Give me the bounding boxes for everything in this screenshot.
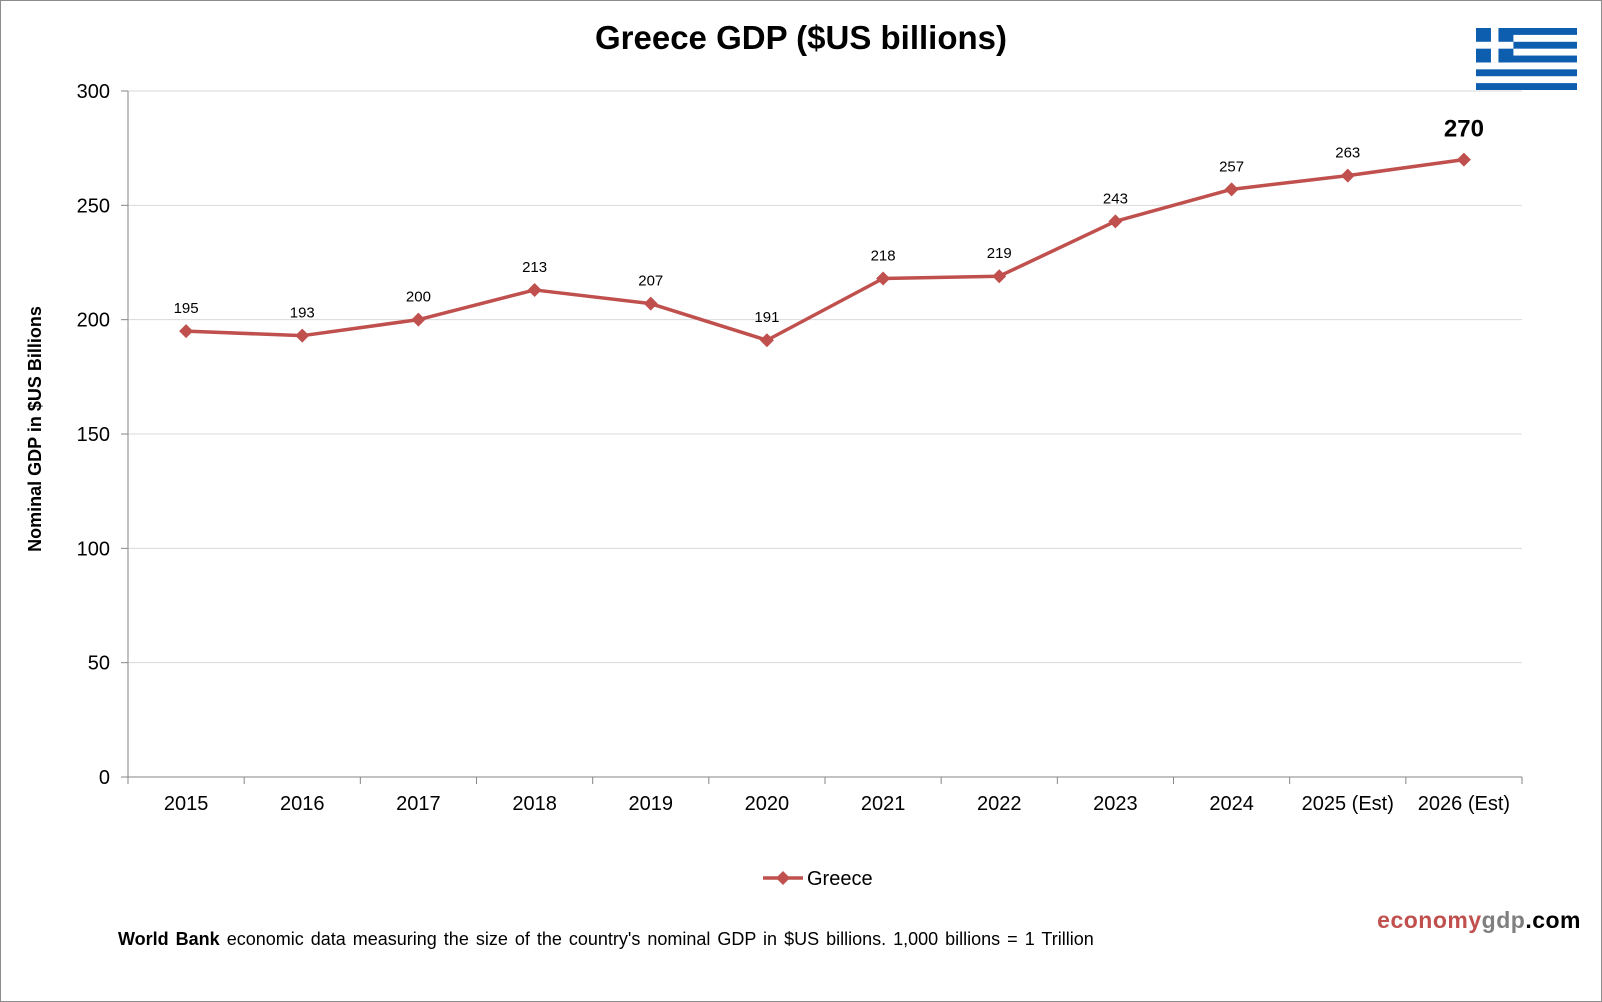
data-point (876, 271, 891, 286)
data-point (411, 312, 426, 327)
data-point (1340, 168, 1355, 183)
y-tick-label: 50 (88, 653, 110, 675)
data-label: 218 (871, 248, 896, 265)
brand-part-gdp: gdp (1481, 907, 1526, 933)
brand-part-economy: economy (1377, 907, 1482, 933)
chart-title: Greece GDP ($US billions) (595, 19, 1007, 56)
brand-logo: economygdp.com (1377, 907, 1581, 934)
data-label: 243 (1103, 190, 1128, 207)
data-label: 207 (638, 273, 663, 290)
data-point (527, 282, 542, 297)
y-tick-label: 200 (77, 310, 110, 332)
y-tick-label: 150 (77, 424, 110, 446)
data-label: 257 (1219, 158, 1244, 175)
data-point (643, 296, 658, 311)
data-point (295, 328, 310, 343)
x-tick-label: 2023 (1093, 793, 1138, 815)
series-greece: 195 193 200 213 207 191 218 219 243 257 263 270 (174, 116, 1484, 348)
legend: Greece (763, 868, 873, 890)
data-point (179, 324, 194, 339)
data-label: 193 (290, 305, 315, 322)
x-tick-label: 2016 (280, 793, 325, 815)
x-tick-label: 2022 (977, 793, 1022, 815)
footer-note-source: World Bank (118, 929, 220, 949)
x-tick-label: 2018 (512, 793, 557, 815)
footer-note-text: economic data measuring the size of the … (219, 929, 1094, 949)
x-tick-label: 2019 (629, 793, 674, 815)
y-tick-label: 300 (77, 81, 110, 103)
y-tick-label: 0 (99, 767, 110, 789)
x-tick-label: 2025 (Est) (1302, 793, 1394, 815)
x-tick-label: 2024 (1209, 793, 1254, 815)
data-label: 200 (406, 289, 431, 306)
legend-marker-swatch (776, 871, 790, 885)
y-axis-title: Nominal GDP in $US Billions (25, 306, 45, 552)
data-label: 191 (754, 309, 779, 326)
footer-note: World Bank economic data measuring the s… (118, 929, 1094, 950)
tick-labels: 0 50 100 150 200 250 300 2015 2016 2017 2018 2019 20… (77, 81, 1510, 815)
x-tick-label: 2017 (396, 793, 441, 815)
greece-flag-icon (1476, 28, 1577, 90)
data-label: 270 (1444, 116, 1484, 143)
data-point (1108, 214, 1123, 229)
data-point (1224, 182, 1239, 197)
x-tick-label: 2020 (745, 793, 790, 815)
gridlines (128, 90, 1522, 664)
data-label: 195 (174, 300, 199, 317)
brand-part-com: .com (1525, 907, 1581, 933)
data-label: 219 (987, 245, 1012, 262)
data-point (759, 333, 774, 348)
data-label: 263 (1335, 145, 1360, 162)
series-line (186, 157, 1465, 342)
y-tick-label: 100 (77, 538, 110, 560)
data-label: 213 (522, 259, 547, 276)
y-tick-label: 250 (77, 195, 110, 217)
x-tick-label: 2021 (861, 793, 906, 815)
axes (121, 90, 1523, 784)
x-tick-label: 2026 (Est) (1418, 793, 1510, 815)
legend-label: Greece (807, 868, 873, 890)
x-tick-label: 2015 (164, 793, 209, 815)
data-point (992, 269, 1007, 284)
data-point (1456, 152, 1471, 167)
